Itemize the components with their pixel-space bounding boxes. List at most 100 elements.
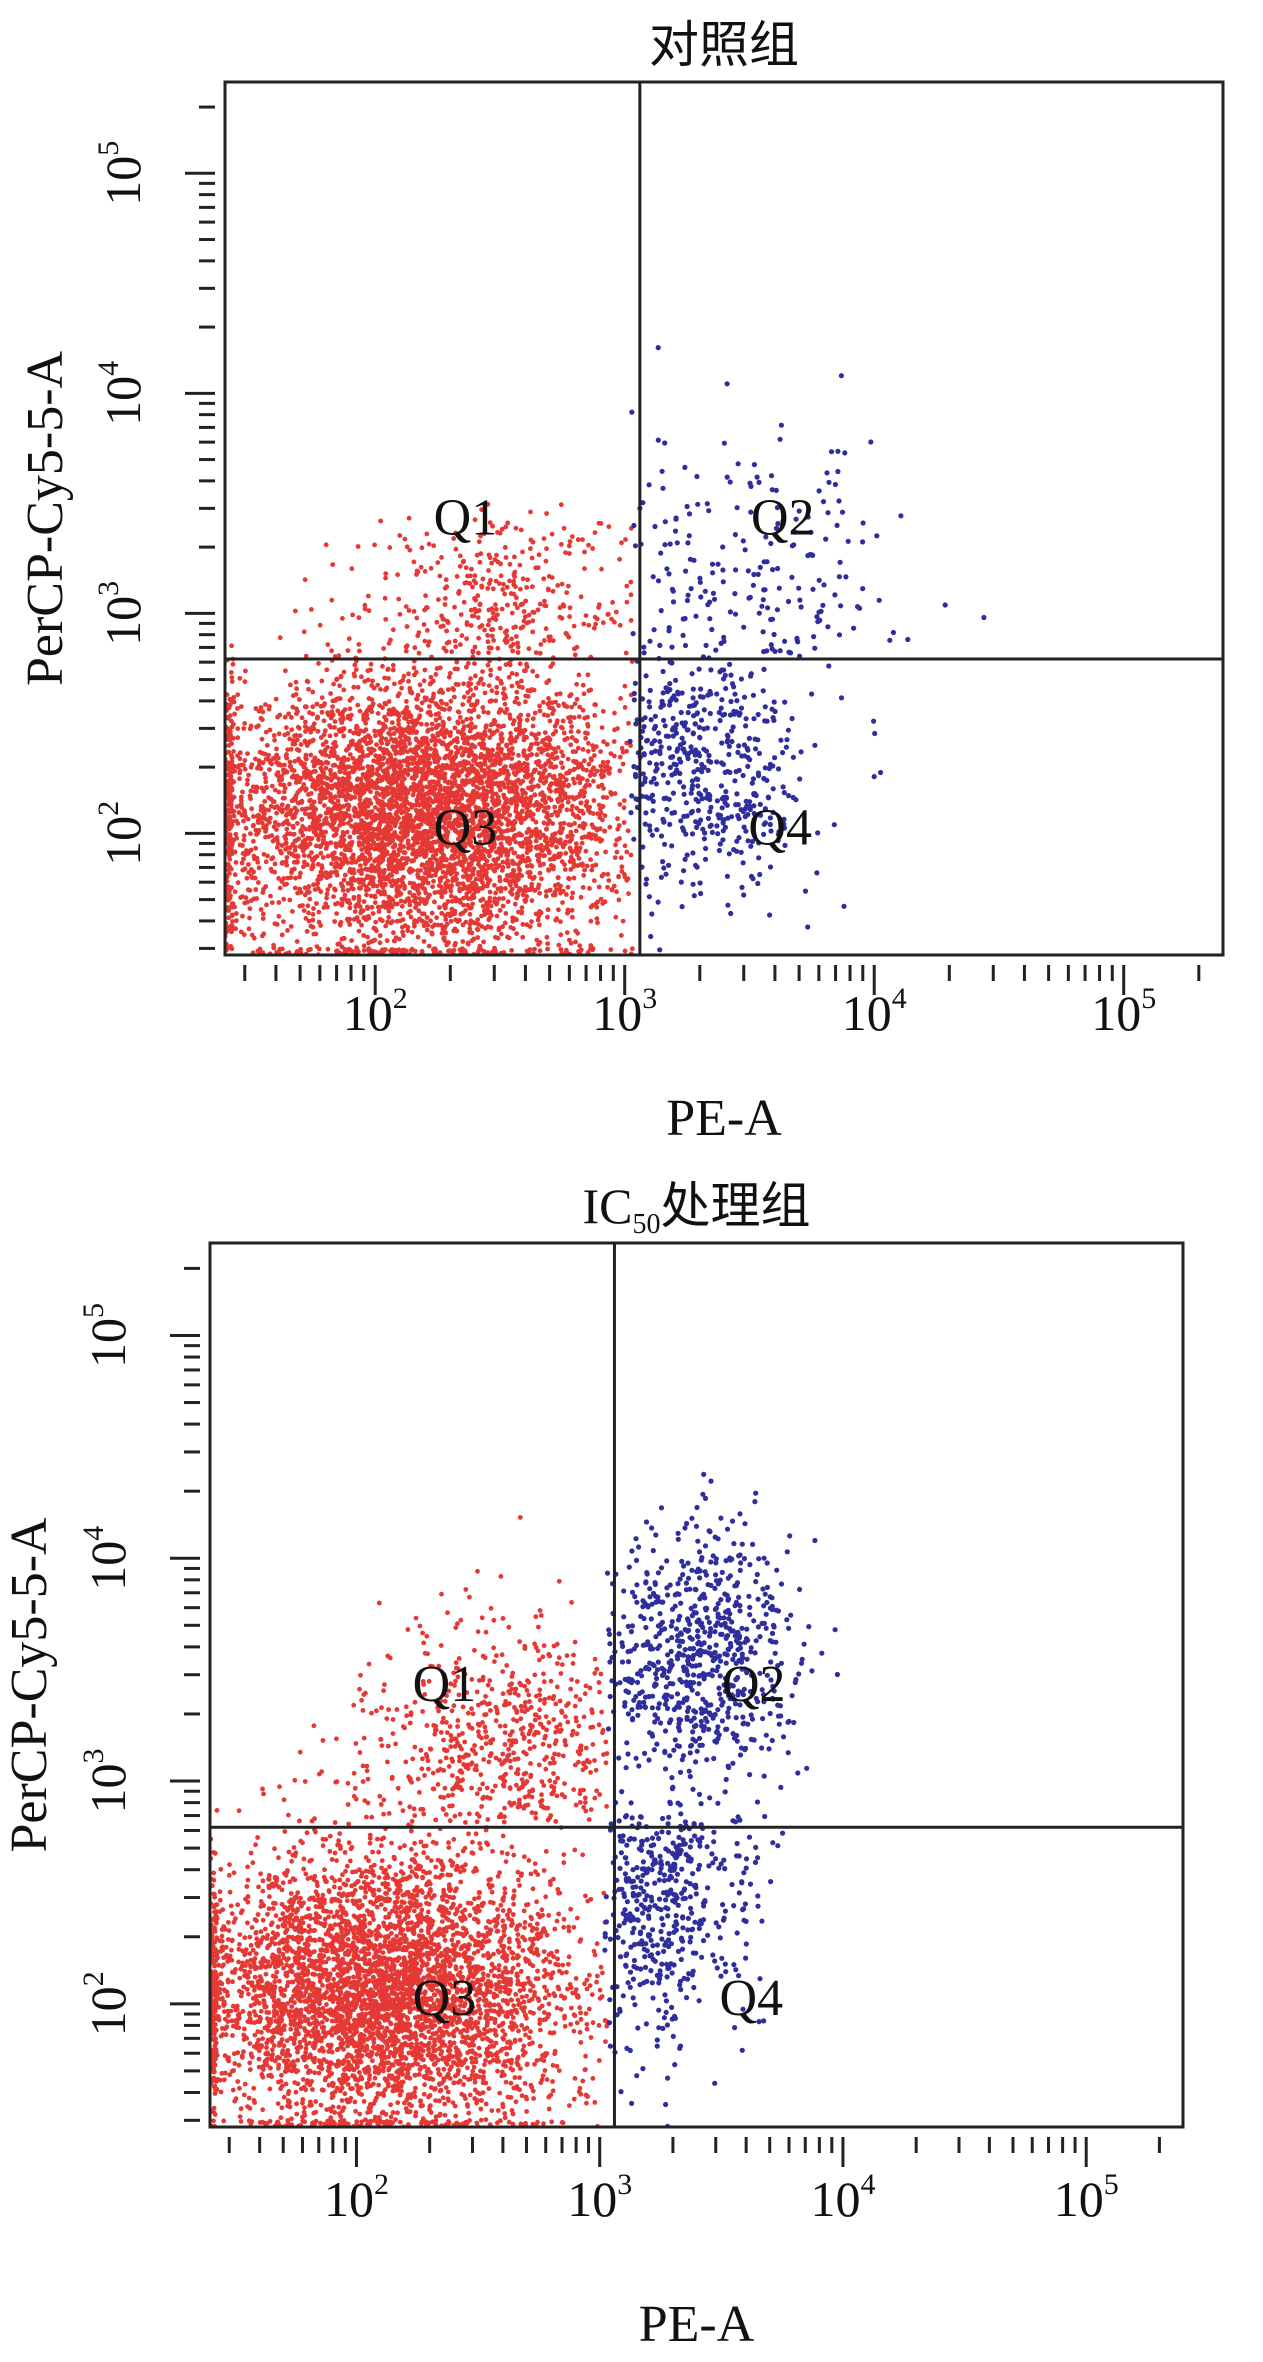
event-point [325, 853, 331, 859]
event-point [314, 944, 320, 949]
event-point [291, 831, 297, 837]
event-point [570, 914, 575, 920]
event-point [514, 796, 519, 802]
event-point [495, 675, 500, 681]
event-point [238, 895, 244, 900]
event-point [295, 747, 300, 752]
event-point [334, 826, 340, 832]
event-point [357, 754, 363, 760]
event-point [395, 783, 401, 788]
event-point [497, 771, 503, 777]
event-point [407, 902, 413, 908]
event-point [537, 770, 542, 776]
event-point [520, 788, 526, 793]
event-point [568, 729, 574, 734]
event-point [597, 815, 603, 820]
event-point [408, 908, 413, 914]
event-point [368, 704, 373, 710]
event-point [401, 673, 407, 679]
event-point [362, 824, 368, 830]
event-point [368, 948, 374, 954]
event-point [586, 761, 592, 767]
event-point [396, 717, 401, 723]
event-point [614, 837, 620, 843]
event-point [509, 948, 514, 953]
event-point [271, 942, 276, 948]
event-point [579, 840, 585, 846]
event-point [361, 948, 367, 953]
event-point [439, 910, 445, 916]
event-point [598, 763, 604, 769]
event-point [347, 841, 352, 847]
event-point [348, 742, 353, 748]
event-point [425, 832, 430, 838]
event-point [572, 652, 578, 658]
event-point [292, 885, 298, 891]
event-point [404, 699, 409, 704]
event-point [542, 742, 548, 748]
event-point [518, 781, 523, 786]
event-point [391, 947, 396, 953]
event-point [248, 796, 254, 802]
event-point [313, 761, 319, 767]
event-point [320, 855, 326, 860]
event-point [501, 835, 507, 841]
event-point [263, 859, 269, 865]
event-point [226, 743, 232, 748]
event-point [412, 765, 418, 771]
event-point [332, 719, 338, 724]
event-point [600, 794, 606, 800]
event-point [524, 806, 530, 811]
event-point [315, 825, 321, 831]
event-point [347, 752, 353, 757]
event-point [377, 933, 383, 939]
event-point [228, 702, 233, 707]
event-point [420, 766, 426, 772]
event-point [377, 812, 382, 818]
event-point [343, 793, 348, 799]
event-point [349, 938, 354, 943]
event-point [511, 850, 517, 856]
event-point [334, 911, 339, 916]
event-point [508, 797, 514, 803]
event-point [537, 870, 543, 876]
event-point [602, 764, 608, 769]
event-point [573, 939, 578, 945]
event-point [488, 925, 494, 930]
event-point [472, 744, 478, 750]
event-point [406, 671, 411, 677]
event-point [435, 863, 441, 869]
event-point [584, 799, 590, 804]
event-point [571, 860, 576, 866]
event-point [384, 741, 390, 747]
event-point [552, 804, 558, 810]
event-point [593, 702, 598, 708]
event-point [229, 769, 235, 775]
event-point [352, 673, 357, 679]
event-point [456, 773, 462, 779]
event-point [612, 855, 618, 860]
event-point [484, 883, 490, 889]
event-point [528, 745, 533, 750]
event-point [246, 849, 252, 855]
event-point [583, 735, 588, 741]
event-point [567, 845, 573, 851]
event-point [368, 831, 373, 837]
event-point [496, 710, 502, 715]
event-point [420, 875, 426, 881]
event-point [341, 726, 347, 731]
event-point [364, 797, 369, 802]
event-point [529, 881, 535, 887]
event-point [360, 811, 366, 817]
event-point [351, 867, 356, 872]
event-point [337, 696, 343, 701]
event-point [589, 757, 594, 763]
event-point [535, 783, 541, 788]
event-point [297, 779, 302, 785]
event-point [457, 899, 463, 905]
event-point [226, 915, 232, 921]
event-point [361, 943, 367, 949]
event-point [431, 947, 436, 952]
event-point [381, 794, 387, 800]
event-point [565, 756, 571, 762]
